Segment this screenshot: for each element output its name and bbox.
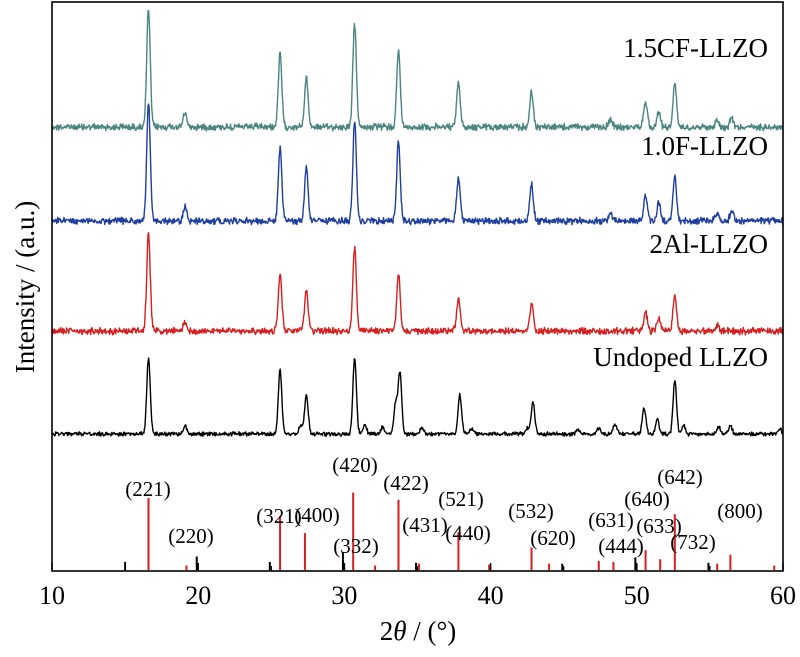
series-label-1-0f-llzo: 1.0F-LLZO (641, 131, 768, 161)
reference-lines-layer (124, 492, 776, 570)
x-tick-label-10: 10 (39, 581, 65, 610)
hkl-label-800: (800) (717, 499, 763, 523)
hkl-label-732: (732) (670, 530, 716, 554)
hkl-label-642: (642) (657, 465, 703, 489)
hkl-label-640: (640) (624, 487, 670, 511)
x-tick-label-50: 50 (624, 581, 650, 610)
x-axis-ticks (51, 563, 784, 571)
x-tick-label-20: 20 (185, 581, 211, 610)
hkl-label-631: (631) (588, 508, 634, 532)
hkl-label-420: (420) (332, 453, 378, 477)
hkl-label-221: (221) (125, 477, 171, 501)
hkl-label-321: (321) (256, 504, 302, 528)
series-labels-layer: 1.5CF-LLZO 1.0F-LLZO 2Al-LLZO Undoped LLZO (593, 33, 768, 372)
hkl-label-532: (532) (508, 499, 554, 523)
x-axis-title: 2θ / (°) (380, 616, 457, 646)
x-tick-label-60: 60 (770, 581, 796, 610)
hkl-label-521: (521) (438, 487, 484, 511)
pattern-line-1-0f-llzo (51, 103, 784, 226)
hkl-label-444: (444) (598, 534, 644, 558)
hkl-label-431: (431) (402, 513, 448, 537)
x-tick-label-30: 30 (331, 581, 357, 610)
x-tick-label-40: 40 (478, 581, 504, 610)
pattern-layer (51, 9, 784, 437)
hkl-label-422: (422) (383, 471, 429, 495)
hkl-label-220: (220) (168, 524, 214, 548)
series-label-undoped-llzo: Undoped LLZO (593, 342, 768, 372)
x-axis-tick-labels: 10 20 30 40 50 60 (39, 581, 796, 610)
hkl-label-633: (633) (636, 514, 682, 538)
y-axis-title: Intensity / (a.u.) (10, 201, 40, 373)
hkl-label-400: (400) (294, 503, 340, 527)
hkl-label-440: (440) (445, 521, 491, 545)
hkl-label-332: (332) (333, 534, 379, 558)
pattern-line-undoped-llzo (51, 357, 784, 437)
pattern-line-1-5cf-llzo (51, 9, 784, 132)
hkl-labels-layer: (221) (220) (321)(400) (420) (332) (422) (431)… (125, 453, 763, 558)
series-label-2al-llzo: 2Al-LLZO (650, 229, 768, 259)
pattern-line-2al-llzo (51, 232, 784, 336)
series-label-1-5cf-llzo: 1.5CF-LLZO (623, 33, 768, 63)
hkl-label-620: (620) (530, 526, 576, 550)
